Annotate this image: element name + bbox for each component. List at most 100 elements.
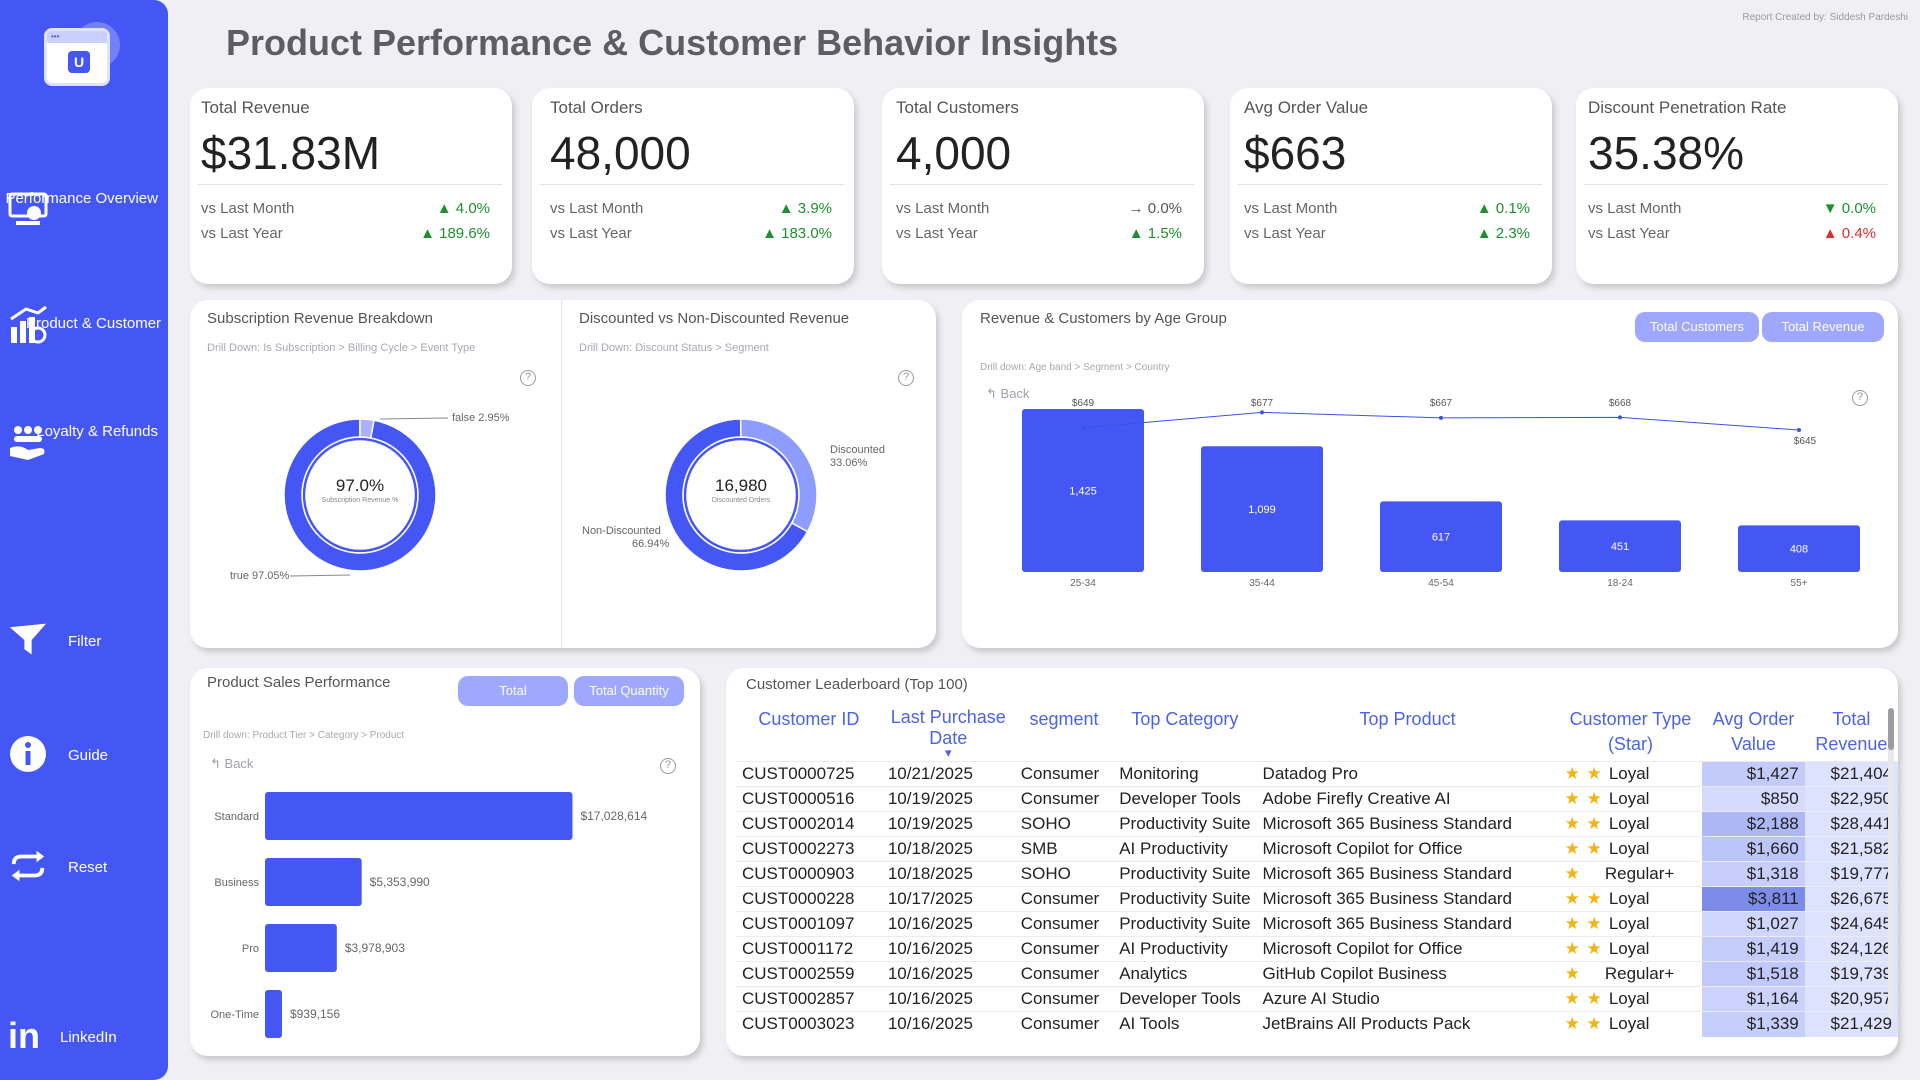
table-cell: AI Tools <box>1113 1011 1257 1037</box>
aov-line <box>1082 411 1800 431</box>
table-row[interactable]: CUST0000903 10/18/2025 SOHO Productivity Su… <box>736 861 1898 887</box>
table-row[interactable]: CUST0002014 10/19/2025 SOHO Productivity Su… <box>736 811 1898 837</box>
help-icon[interactable]: ? <box>520 370 536 386</box>
table-cell: Microsoft Copilot for Office <box>1256 836 1559 862</box>
back-button[interactable]: ↰ Back <box>210 756 253 772</box>
toggle-total-revenue[interactable]: Total Revenue <box>458 676 568 728</box>
customer-type-cell: ★ ★ Loyal <box>1558 886 1703 912</box>
table-row[interactable]: CUST0002273 10/18/2025 SMB AI Productivity M… <box>736 836 1898 862</box>
column-header[interactable]: Top Product <box>1359 709 1456 729</box>
table-cell: Analytics <box>1113 961 1257 987</box>
total-revenue-cell: $21,582 <box>1804 836 1898 862</box>
table-cell: 10/16/2025 <box>881 936 1015 962</box>
donut-slice-false <box>359 418 375 439</box>
nav-label: Product & Customer <box>26 315 162 332</box>
column-header[interactable]: Customer Type (Star) <box>1569 709 1692 754</box>
bar-data-label: 451 <box>1611 541 1629 553</box>
age-group-card: Revenue & Customers by Age Group Total C… <box>962 300 1898 648</box>
column-header[interactable]: Customer ID <box>758 709 860 729</box>
table-cell: Azure AI Studio <box>1256 986 1559 1012</box>
customer-type-cell: ★ Regular+ <box>1558 861 1703 887</box>
line-data-label: $667 <box>1430 398 1453 409</box>
back-button[interactable]: ↰ Back <box>986 386 1029 402</box>
kpi-compare-label: vs Last Year <box>201 225 283 242</box>
customer-type-label: Loyal <box>1608 764 1650 783</box>
total-revenue-cell: $26,675 <box>1804 886 1898 912</box>
back-label: Back <box>224 756 254 771</box>
age-bar-25-34 <box>1022 408 1144 572</box>
help-icon[interactable]: ? <box>898 370 914 386</box>
column-header[interactable]: Last Purchase Date ▾ <box>882 703 1015 762</box>
y-tick-label: Business <box>214 877 259 889</box>
leaderboard-table: Customer ID Last Purchase Date ▾ segment Top… <box>736 703 1898 1037</box>
nav-reset[interactable]: Reset <box>0 846 168 888</box>
nav-linkedin[interactable]: in LinkedIn <box>0 1015 168 1058</box>
kpi-delta: ▲ 0.1% <box>1476 200 1530 217</box>
growth-chart-icon <box>8 305 48 345</box>
table-cell: Consumer <box>1014 911 1114 937</box>
donut-label-discounted-pct: 33.06% <box>830 457 868 469</box>
kpi-compare-label: vs Last Month <box>1588 200 1682 217</box>
table-row[interactable]: CUST0002857 10/16/2025 Consumer Developer T… <box>736 986 1898 1012</box>
help-icon[interactable]: ? <box>660 758 676 774</box>
toggle-total-quantity[interactable]: Total Quantity <box>574 676 684 706</box>
drill-hint: Drill Down: Discount Status > Segment <box>579 342 769 354</box>
product-sales-card: Product Sales Performance Total Revenue … <box>190 668 700 1056</box>
bar-data-label: 1,099 <box>1248 504 1276 516</box>
subscription-panel-title: Subscription Revenue Breakdown <box>207 310 433 327</box>
table-cell: Consumer <box>1014 961 1114 987</box>
nav-filter[interactable]: Filter <box>0 620 168 662</box>
donut-center-value: 97.0% <box>335 476 385 495</box>
subscription-donut[interactable] <box>280 415 440 575</box>
column-header[interactable]: Top Category <box>1131 709 1239 729</box>
donut-center-value: 16,980 <box>715 476 767 495</box>
column-header[interactable]: Total Revenue <box>1815 709 1888 754</box>
table-row[interactable]: CUST0001097 10/16/2025 Consumer Productivit… <box>736 911 1898 937</box>
nav-label: Loyalty & Refunds <box>36 423 158 440</box>
leaderboard-scrollbar[interactable] <box>1888 708 1894 1018</box>
age-bar-45-54 <box>1380 501 1502 572</box>
age-group-chart[interactable]: 1,425 25-34 $649 1,099 35-44 $677 617 45-54 $667… <box>962 300 1898 648</box>
y-tick-label: Pro <box>242 943 259 955</box>
toggle-total-customers[interactable]: Total Customers <box>1635 312 1759 342</box>
table-cell: CUST0000725 <box>736 761 882 787</box>
kpi-delta: ▲ 183.0% <box>762 225 832 242</box>
kpi-delta: → 0.0% <box>1128 200 1182 217</box>
kpi-compare-label: vs Last Year <box>1588 225 1670 242</box>
kpi-delta: ▲ 4.0% <box>436 200 490 217</box>
nav-loyalty-refunds[interactable]: Loyalty & Refunds <box>0 418 168 468</box>
table-cell: CUST0001097 <box>736 911 882 937</box>
nav-label: Performance Overview <box>5 190 158 207</box>
help-icon[interactable]: ? <box>1852 390 1868 406</box>
kpi-card-avg-order-value: Avg Order Value $663 vs Last Month ▲ 0.1%… <box>1230 88 1552 284</box>
column-header[interactable]: Avg Order Value <box>1712 709 1795 754</box>
table-row[interactable]: CUST0000228 10/17/2025 Consumer Productivit… <box>736 886 1898 912</box>
nav-performance-overview[interactable]: Performance Overview <box>0 185 168 235</box>
table-row[interactable]: CUST0000725 10/21/2025 Consumer Monitoring D… <box>736 761 1898 787</box>
info-icon <box>8 734 48 774</box>
donut-inner-ring <box>302 437 418 553</box>
table-row[interactable]: CUST0001172 10/16/2025 Consumer AI Producti… <box>736 936 1898 962</box>
table-row[interactable]: CUST0003023 10/16/2025 Consumer AI Tools Jet… <box>736 1011 1898 1037</box>
kpi-compare-label: vs Last Year <box>550 225 632 242</box>
scrollbar-thumb[interactable] <box>1888 708 1894 750</box>
discount-donut[interactable] <box>661 415 821 575</box>
star-icon: ★ ★ <box>1564 939 1603 958</box>
table-row[interactable]: CUST0000516 10/19/2025 Consumer Developer T… <box>736 786 1898 812</box>
table-row[interactable]: CUST0002559 10/16/2025 Consumer Analytics Gi… <box>736 961 1898 987</box>
nav-product-customer[interactable]: Product & Customer <box>0 300 168 350</box>
nav-guide[interactable]: Guide <box>0 734 168 776</box>
kpi-title: Total Revenue <box>201 98 310 117</box>
donut-slice-non-discounted <box>664 418 809 572</box>
sort-desc-icon[interactable]: ▾ <box>945 745 952 760</box>
table-cell: 10/18/2025 <box>881 836 1015 862</box>
avg-order-value-cell: $1,027 <box>1702 911 1805 937</box>
donut-label-discounted: Discounted <box>830 444 886 456</box>
toggle-total-revenue[interactable]: Total Revenue <box>1762 312 1884 342</box>
aov-point <box>1618 415 1622 420</box>
column-header[interactable]: segment <box>1029 709 1099 729</box>
table-cell: 10/18/2025 <box>881 861 1015 887</box>
table-cell: 10/16/2025 <box>881 911 1015 937</box>
total-revenue-cell: $19,777 <box>1804 861 1898 887</box>
